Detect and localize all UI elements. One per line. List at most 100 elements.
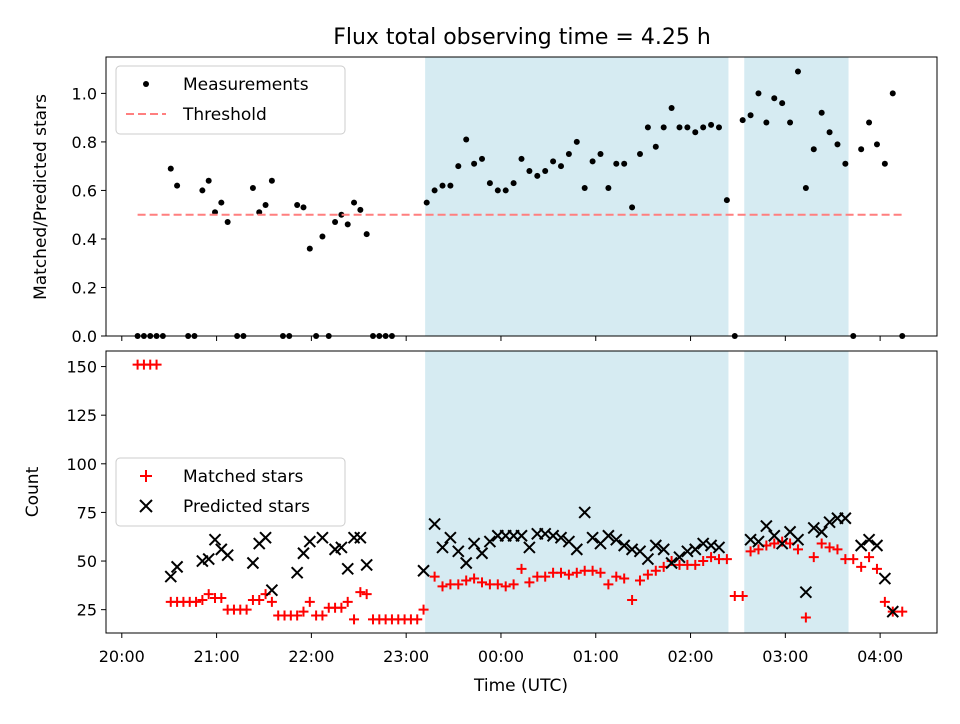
matched-stars-point <box>304 596 315 607</box>
top-panel-y-tick-label: 0.2 <box>72 278 97 297</box>
matched-stars-point <box>508 579 519 590</box>
measurements-point <box>787 119 794 126</box>
predicted-stars-point <box>360 558 373 572</box>
measurements-point <box>351 199 358 206</box>
measurements-point <box>224 218 231 225</box>
measurements-point <box>439 182 446 189</box>
predicted-stars-point <box>523 541 536 554</box>
matched-stars-point <box>824 542 835 553</box>
top-panel-y-tick-label: 1.0 <box>72 84 97 103</box>
predicted-stars-point <box>862 533 876 546</box>
predicted-stars-point <box>870 539 884 552</box>
matched-stars-point <box>769 538 780 549</box>
measurements-point <box>858 146 865 153</box>
predicted-stars-point <box>649 539 662 552</box>
measurements-point <box>463 136 470 143</box>
measurements-point <box>306 245 313 252</box>
bottom-panel-legend-box <box>115 457 346 527</box>
measurements-point <box>747 112 754 119</box>
predicted-stars-point <box>297 547 310 560</box>
matched-stars-point <box>808 552 819 563</box>
measurements-point <box>486 180 493 187</box>
matched-stars-point <box>603 579 614 590</box>
predicted-stars-point <box>417 564 430 577</box>
x-tick-label: 01:00 <box>573 647 619 666</box>
predicted-stars-point <box>515 529 528 542</box>
matched-stars-point <box>698 556 709 567</box>
matched-stars-point <box>848 554 859 565</box>
measurements-point <box>199 187 206 194</box>
predicted-stars-point <box>854 539 868 552</box>
measurements-point <box>557 163 564 170</box>
matched-stars-point <box>429 571 440 582</box>
matched-stars-point <box>477 577 488 588</box>
measurements-point <box>534 172 541 179</box>
measurements-point <box>542 168 549 175</box>
legend-measurements-swatch <box>143 81 149 87</box>
measurements-point <box>363 231 370 238</box>
matched-stars-point <box>832 544 843 555</box>
matched-stars-point <box>792 544 803 555</box>
measurements-point <box>262 201 269 208</box>
measurements-point <box>779 100 786 107</box>
measurements-point <box>763 119 770 126</box>
measurements-point <box>581 185 588 192</box>
measurements-point <box>708 121 715 128</box>
predicted-stars-point <box>354 531 367 544</box>
x-tick-label: 04:00 <box>857 647 903 666</box>
predicted-stars-point <box>815 525 828 539</box>
matched-stars-point <box>650 565 661 576</box>
bottom-panel-frame <box>105 350 938 634</box>
matched-stars-point <box>492 579 503 590</box>
matched-stars-point <box>412 614 423 625</box>
measurements-point <box>723 197 730 204</box>
measurements-point <box>739 117 746 124</box>
top-panel-y-tick-label: 0.8 <box>72 133 97 152</box>
matched-stars-point <box>342 596 353 607</box>
measurements-point <box>818 109 825 116</box>
matched-stars-point <box>634 575 645 586</box>
predicted-stars-point <box>602 529 615 542</box>
measurements-point <box>636 151 643 158</box>
measurements-point <box>479 155 486 162</box>
predicted-stars-point <box>170 560 184 574</box>
top-panel-y-tick-label: 0.4 <box>72 230 97 249</box>
matched-stars-point <box>871 563 882 574</box>
predicted-stars-point <box>586 531 599 544</box>
matched-stars-point <box>317 610 328 621</box>
bottom-panel-y-tick-label: 150 <box>66 358 97 377</box>
matched-stars-point <box>690 559 701 570</box>
measurements-point <box>471 160 478 167</box>
measurements-point <box>715 124 722 131</box>
measurements-point <box>613 160 620 167</box>
legend-measurements-label: Measurements <box>183 75 309 95</box>
matched-stars-point <box>800 612 811 623</box>
matched-stars-point <box>753 544 764 555</box>
matched-stars-point <box>737 591 748 602</box>
matched-stars-point <box>203 589 214 600</box>
top-panel-y-tick-label: 0.0 <box>72 327 97 346</box>
matched-stars-point <box>361 589 372 600</box>
measurements-point <box>167 165 174 172</box>
measurements-point <box>447 182 454 189</box>
measurements-point <box>889 90 896 97</box>
matched-stars-point <box>595 567 606 578</box>
matched-stars-point <box>197 594 208 605</box>
predicted-stars-point <box>341 562 354 576</box>
predicted-stars-point <box>303 535 317 548</box>
matched-stars-point <box>816 538 827 549</box>
predicted-stars-point <box>610 533 623 546</box>
predicted-stars-point <box>221 548 234 562</box>
bottom-panel-y-tick-label: 75 <box>77 503 97 522</box>
predicted-stars-point <box>554 531 568 544</box>
matched-stars-point <box>241 604 252 615</box>
measurements-point <box>621 160 628 167</box>
matched-stars-point <box>745 546 756 557</box>
predicted-stars-point <box>839 512 852 525</box>
measurements-point <box>605 185 612 192</box>
top-panel-y-tick-label: 0.6 <box>72 181 97 200</box>
predicted-stars-point <box>335 541 348 554</box>
measurements-point <box>338 211 345 218</box>
predicted-stars-point <box>570 543 584 556</box>
